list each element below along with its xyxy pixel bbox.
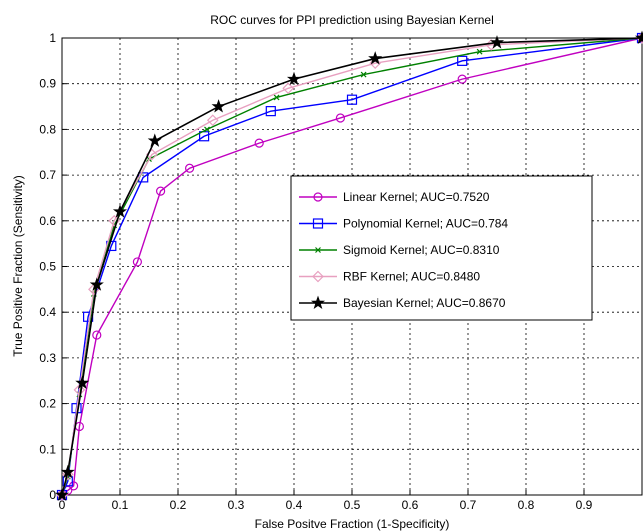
data-point bbox=[204, 126, 210, 133]
series-5 bbox=[54, 30, 643, 501]
legend-marker bbox=[312, 218, 324, 229]
data-point bbox=[73, 384, 86, 396]
y-tick-label: 0.4 bbox=[39, 305, 56, 319]
y-tick-label: 0.3 bbox=[39, 351, 56, 365]
series-group bbox=[54, 30, 643, 501]
x-tick-label: 0 bbox=[59, 498, 66, 512]
data-point bbox=[92, 330, 102, 340]
data-point bbox=[476, 48, 483, 55]
legend-label: Linear Kernel; AUC=0.7520 bbox=[343, 190, 490, 204]
data-point bbox=[211, 99, 226, 113]
x-tick-label: 0.2 bbox=[170, 498, 187, 512]
legend-item: Linear Kernel; AUC=0.7520 bbox=[299, 190, 490, 204]
data-point bbox=[457, 74, 467, 84]
y-tick-label: 0.9 bbox=[39, 77, 56, 91]
data-point bbox=[156, 186, 166, 196]
legend: Linear Kernel; AUC=0.7520 Polynomial Kern… bbox=[290, 175, 593, 321]
y-tick-label: 0.1 bbox=[39, 442, 56, 456]
data-point bbox=[368, 51, 383, 65]
data-point bbox=[185, 163, 195, 173]
data-point bbox=[89, 277, 104, 291]
y-tick-label: 0.7 bbox=[39, 168, 56, 182]
y-tick-label: 0.2 bbox=[39, 397, 56, 411]
legend-items: Linear Kernel; AUC=0.7520 Polynomial Kern… bbox=[299, 190, 508, 310]
x-tick-label: 0.3 bbox=[228, 498, 245, 512]
data-point bbox=[112, 204, 128, 218]
data-point bbox=[634, 30, 643, 44]
y-tick-label: 0.6 bbox=[39, 214, 56, 228]
legend-label: RBF Kernel; AUC=0.8480 bbox=[343, 270, 480, 284]
legend-label: Polynomial Kernel; AUC=0.784 bbox=[343, 217, 508, 231]
x-axis-label: False Positve Fraction (1-Specificity) bbox=[255, 517, 450, 531]
data-point bbox=[199, 131, 210, 142]
data-point bbox=[254, 138, 264, 148]
legend-item: Sigmoid Kernel; AUC=0.8310 bbox=[299, 243, 500, 257]
data-point bbox=[147, 133, 162, 147]
y-axis-label: True Positive Fraction (Sensitivity) bbox=[11, 175, 25, 357]
legend-marker bbox=[315, 247, 321, 253]
data-point bbox=[282, 82, 295, 95]
series-line bbox=[61, 37, 643, 496]
data-point bbox=[457, 55, 468, 66]
x-tick-label: 0.4 bbox=[286, 498, 303, 512]
legend-label: Sigmoid Kernel; AUC=0.8310 bbox=[343, 243, 500, 257]
y-tick-label: 0.5 bbox=[39, 260, 56, 274]
data-point bbox=[54, 487, 70, 501]
data-point bbox=[335, 113, 345, 123]
legend-marker bbox=[313, 192, 323, 202]
data-point bbox=[61, 468, 74, 481]
legend-label: Bayesian Kernel; AUC=0.8670 bbox=[343, 296, 506, 310]
data-point bbox=[346, 94, 358, 105]
data-point bbox=[489, 35, 505, 49]
x-tick-label: 0.1 bbox=[112, 498, 129, 512]
data-point bbox=[132, 257, 142, 267]
data-point bbox=[273, 94, 280, 101]
axis-ticks: 0 0.1 0.2 0.3 0.4 0.5 0.6 0.7 0.8 0.9 0 0.1 0.2 0.3 0.… bbox=[39, 31, 592, 512]
x-tick-label: 0.5 bbox=[344, 498, 361, 512]
x-tick-label: 0.7 bbox=[460, 498, 477, 512]
data-point bbox=[206, 114, 219, 127]
x-tick-label: 0.9 bbox=[576, 498, 593, 512]
data-point bbox=[360, 71, 367, 78]
legend-marker bbox=[312, 270, 324, 283]
y-tick-label: 0 bbox=[49, 488, 56, 502]
x-tick-label: 0.6 bbox=[402, 498, 419, 512]
legend-box bbox=[290, 175, 593, 321]
legend-marker bbox=[310, 295, 326, 309]
series-line bbox=[61, 37, 643, 496]
legend-item: Polynomial Kernel; AUC=0.784 bbox=[299, 217, 508, 231]
data-point bbox=[265, 106, 276, 117]
data-point bbox=[60, 464, 75, 479]
legend-item: RBF Kernel; AUC=0.8480 bbox=[299, 270, 480, 284]
data-point bbox=[75, 375, 90, 390]
x-tick-label: 0.8 bbox=[518, 498, 535, 512]
legend-item: Bayesian Kernel; AUC=0.8670 bbox=[299, 295, 506, 310]
y-tick-label: 1 bbox=[49, 31, 56, 45]
y-tick-label: 0.8 bbox=[39, 122, 56, 136]
data-point bbox=[286, 71, 302, 86]
chart-title: ROC curves for PPI prediction using Baye… bbox=[210, 13, 493, 27]
